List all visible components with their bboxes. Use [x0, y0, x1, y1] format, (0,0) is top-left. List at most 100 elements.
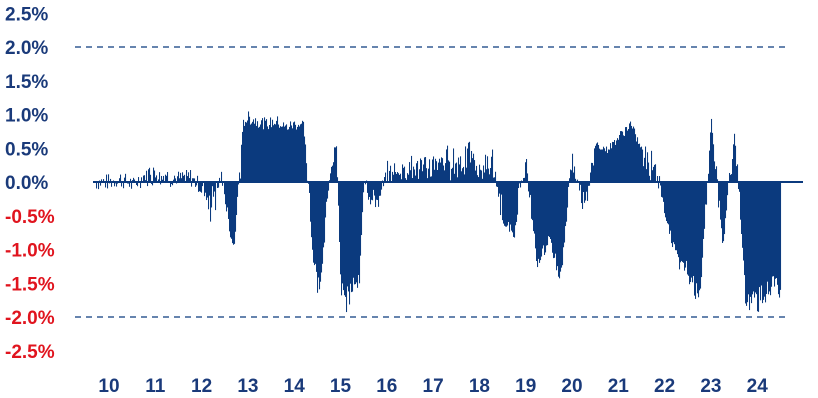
bar [257, 121, 259, 182]
bar [254, 123, 256, 182]
bar [776, 182, 778, 279]
bar [554, 182, 556, 258]
bar [226, 182, 228, 212]
bar [468, 142, 470, 182]
bar [458, 157, 460, 182]
y-tick-label: 2.0% [5, 38, 48, 59]
bar [412, 178, 414, 182]
bar [469, 141, 471, 182]
bar [559, 182, 561, 279]
bar [678, 182, 680, 258]
bar [667, 182, 669, 224]
bar [304, 136, 306, 182]
bar [215, 182, 217, 211]
bar [111, 182, 113, 187]
bar [648, 162, 650, 182]
bar [567, 182, 569, 208]
bar [369, 182, 371, 197]
bar [451, 168, 453, 182]
bar [662, 182, 664, 198]
bar [381, 182, 383, 190]
bar [242, 131, 244, 182]
bar [291, 125, 293, 182]
bar [666, 182, 668, 222]
x-tick-label: 21 [608, 376, 630, 397]
bar [134, 179, 136, 182]
bar [305, 144, 307, 182]
bar [456, 162, 458, 182]
bar [482, 178, 484, 182]
bar [252, 121, 254, 182]
bar [682, 182, 684, 262]
bar [602, 149, 604, 182]
bar [731, 174, 733, 182]
x-tick-label: 13 [237, 376, 258, 397]
bar [709, 150, 711, 182]
bar [271, 127, 273, 182]
bar [566, 182, 568, 222]
bar [179, 178, 181, 182]
bar [708, 173, 710, 182]
bar [497, 182, 499, 188]
bar [455, 163, 457, 182]
bar [360, 182, 362, 256]
bar [473, 153, 475, 182]
bar [617, 138, 619, 182]
bar [309, 182, 311, 193]
bar [165, 174, 167, 182]
bar [526, 158, 528, 182]
bar [200, 182, 202, 192]
bar [477, 175, 479, 182]
bar [611, 148, 613, 182]
bar [147, 182, 149, 187]
bar [435, 158, 437, 182]
bar [698, 182, 700, 298]
bar [729, 172, 731, 182]
bar [403, 167, 405, 182]
bar [626, 127, 628, 182]
bar [770, 182, 772, 296]
bar [241, 144, 243, 182]
bar [710, 132, 712, 182]
bar [133, 177, 135, 182]
bar [415, 175, 417, 182]
bar [513, 182, 515, 237]
bar [449, 161, 451, 182]
bar [159, 172, 161, 182]
bar [166, 175, 168, 182]
bar [424, 157, 426, 182]
bar [461, 171, 463, 182]
bar [429, 159, 431, 182]
bar [414, 169, 416, 182]
y-tick-label: 1.5% [5, 72, 48, 93]
bar [544, 182, 546, 255]
y-tick-label: -0.5% [5, 207, 55, 228]
bar [276, 120, 278, 182]
bar [238, 182, 240, 185]
bar [532, 182, 534, 221]
bar [298, 124, 300, 182]
bar [286, 124, 288, 182]
bar [325, 182, 327, 218]
bar [419, 169, 421, 182]
bar [259, 126, 261, 182]
bar [606, 146, 608, 182]
bar [518, 182, 520, 189]
bar [520, 182, 522, 188]
bar [485, 154, 487, 182]
bar [261, 120, 263, 182]
bar [204, 182, 206, 197]
bar [300, 124, 302, 182]
bar [406, 179, 408, 182]
bar [175, 178, 177, 182]
y-tick-label: 0.0% [5, 173, 48, 194]
bar [647, 152, 649, 182]
bar [634, 128, 636, 182]
x-tick-label: 22 [654, 376, 675, 397]
bar [530, 182, 532, 195]
bar [331, 166, 333, 182]
bar [597, 142, 599, 182]
bar [384, 177, 386, 182]
bar [564, 182, 566, 243]
bar [432, 159, 434, 182]
